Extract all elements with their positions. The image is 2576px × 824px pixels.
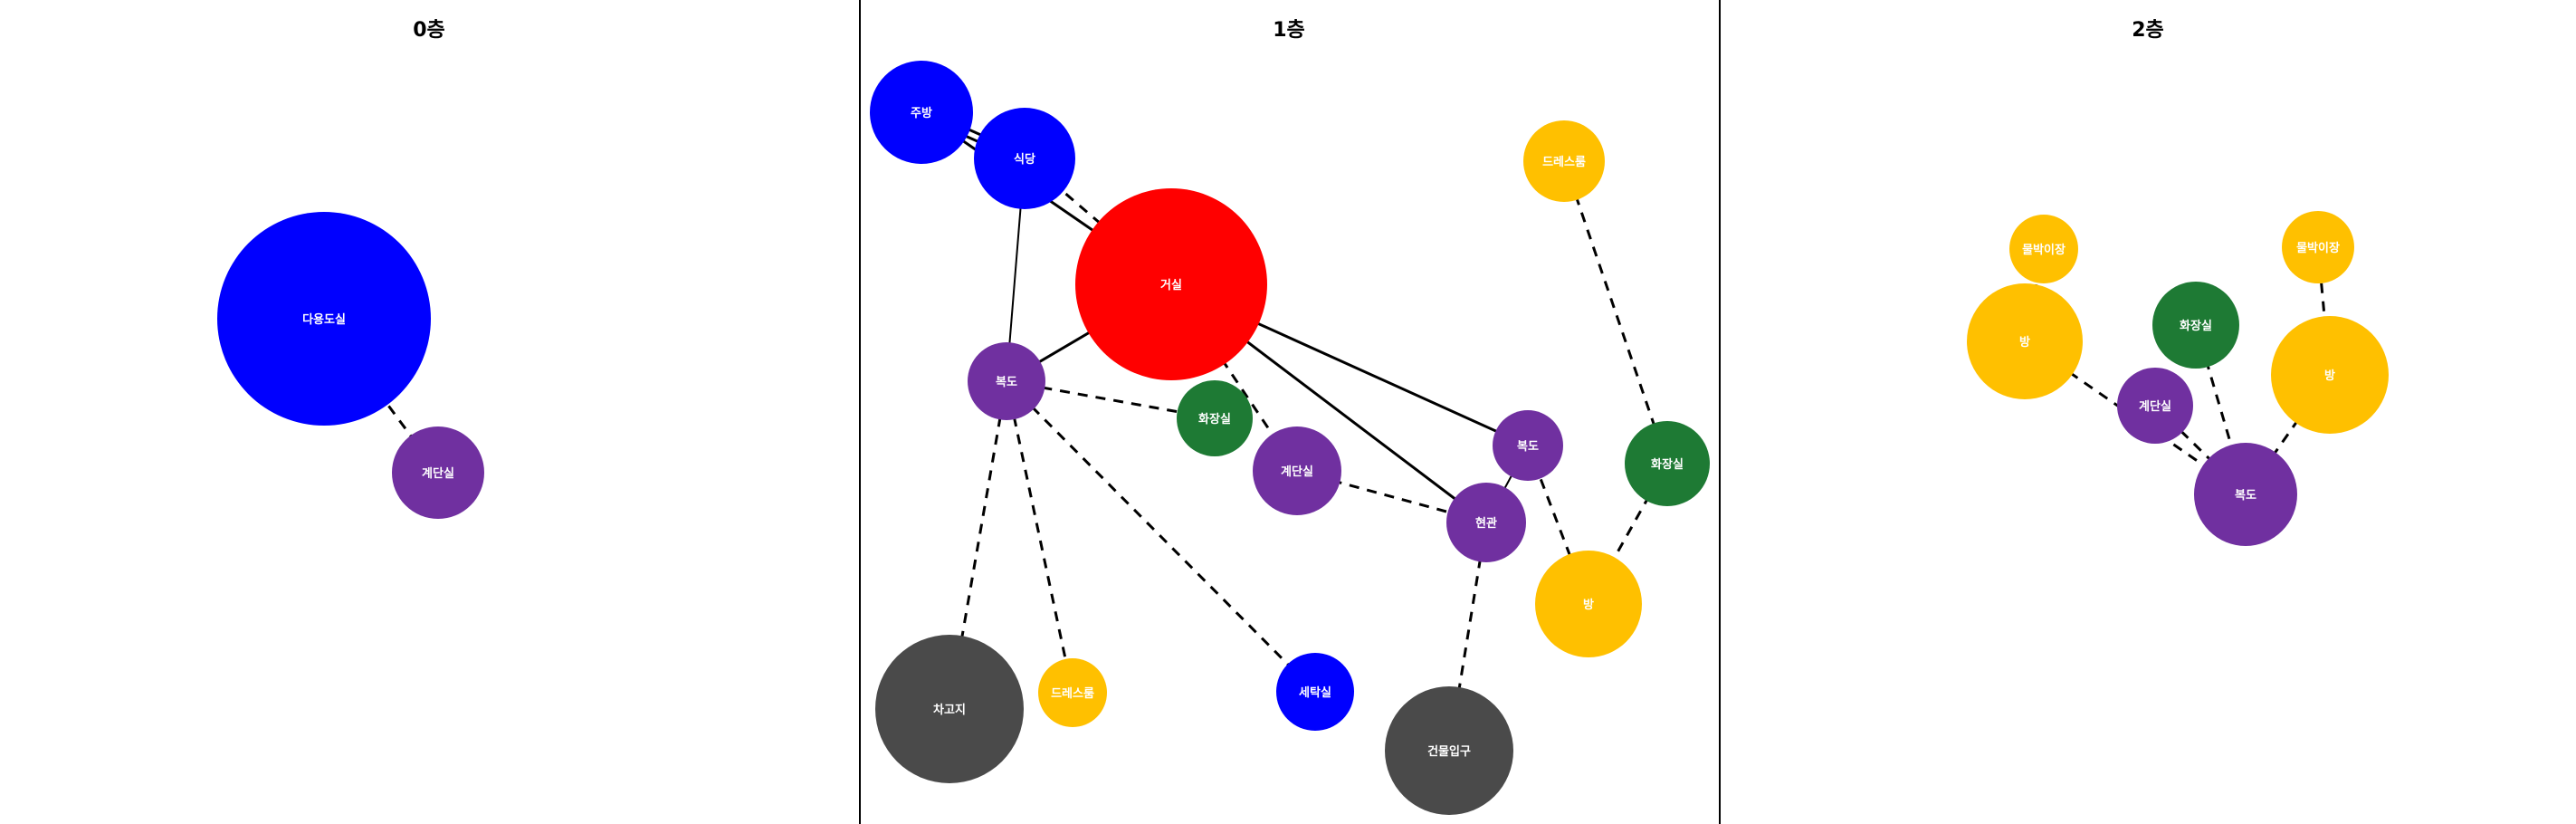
node-label-f2-toilet: 화장실 [2180,319,2212,333]
node-label-f0-stairs: 계단실 [422,466,454,481]
node-circle-f2-hall [2194,443,2297,546]
node-circle-f1-kitchen [870,61,973,164]
node-f2-hall: 복도 [2194,443,2297,546]
edges-layer [322,107,2332,752]
node-circle-f1-dining [974,108,1075,209]
node-circle-f1-dressroom-bottom [1038,658,1107,727]
nodes-layer: 다용도실계단실주방식당거실복도화장실계단실드레스룸복도화장실현관방차고지드레스룸… [217,61,2389,815]
node-f1-hall-left: 복도 [968,342,1045,420]
node-label-f2-room-left: 방 [2019,335,2030,350]
node-f1-hall-right: 복도 [1493,410,1563,481]
node-circle-f1-living [1075,188,1267,380]
node-f1-dressroom-top: 드레스룸 [1523,120,1605,202]
node-label-f2-stairs: 계단실 [2139,399,2171,414]
node-label-f1-laundry: 세탁실 [1299,685,1331,700]
node-label-f1-dining: 식당 [1014,152,1035,167]
node-label-f0-multi: 다용도실 [302,312,346,327]
node-label-f1-dressroom-top: 드레스룸 [1542,155,1586,169]
node-circle-f2-stairs [2117,368,2193,444]
node-f1-dressroom-bottom: 드레스룸 [1038,658,1107,727]
node-f2-stairs: 계단실 [2117,368,2193,444]
node-label-f2-attic-right: 물박이장 [2296,241,2340,255]
node-f1-dining: 식당 [974,108,1075,209]
node-f0-stairs: 계단실 [392,426,484,519]
node-f1-garage: 차고지 [875,635,1024,783]
node-f1-stairs: 계단실 [1253,426,1341,515]
node-label-f1-toilet-right: 화장실 [1651,457,1684,472]
node-f1-toilet-right: 화장실 [1625,421,1710,506]
node-f1-building-entry: 건물입구 [1385,686,1513,815]
node-f1-kitchen: 주방 [870,61,973,164]
panel-title-floor-2: 2층 [2132,19,2164,42]
node-circle-f2-attic-right [2282,211,2354,283]
node-label-f1-kitchen: 주방 [911,106,932,120]
node-label-f2-hall: 복도 [2235,489,2256,503]
node-circle-f1-dressroom-top [1523,120,1605,202]
node-f1-room: 방 [1535,551,1642,657]
node-circle-f0-stairs [392,426,484,519]
node-circle-f2-room-right [2271,316,2389,434]
panel-title-floor-1: 1층 [1273,19,1305,42]
node-f1-living: 거실 [1075,188,1267,380]
node-f2-room-left: 방 [1967,283,2083,399]
node-circle-f2-attic-left [2009,215,2078,283]
edge-f1-dining-to-f1-living [1024,157,1172,286]
node-f1-laundry: 세탁실 [1276,653,1354,731]
node-label-f1-dressroom-bottom: 드레스룸 [1051,686,1094,701]
node-circle-f1-entrance [1446,483,1526,562]
node-f1-toilet-center: 화장실 [1177,380,1253,456]
node-circle-f2-room-left [1967,283,2083,399]
node-circle-f1-toilet-center [1177,380,1253,456]
node-f2-attic-right: 물박이장 [2282,211,2354,283]
node-circle-f1-building-entry [1385,686,1513,815]
edge-f1-dressroom-top-to-f1-toilet-right [1562,160,1669,465]
node-label-f1-hall-left: 복도 [996,376,1017,389]
node-label-f1-garage: 차고지 [933,703,966,717]
node-label-f1-room: 방 [1583,598,1594,612]
node-label-f1-hall-right: 복도 [1517,440,1539,454]
node-circle-f1-hall-right [1493,410,1563,481]
node-circle-f1-garage [875,635,1024,783]
node-label-f2-room-right: 방 [2324,369,2335,383]
node-label-f1-stairs: 계단실 [1281,465,1313,479]
node-circle-f1-laundry [1276,653,1354,731]
node-circle-f2-toilet [2152,282,2239,369]
edge-f1-hall-left-to-f1-laundry [1005,379,1317,694]
node-label-f2-attic-left: 물박이장 [2022,243,2066,257]
node-label-f1-living: 거실 [1160,278,1182,292]
node-circle-f1-hall-left [968,342,1045,420]
panel-title-floor-0: 0층 [413,19,445,42]
node-circle-f1-toilet-right [1625,421,1710,506]
node-label-f1-building-entry: 건물입구 [1427,744,1471,759]
node-f2-attic-left: 물박이장 [2009,215,2078,283]
node-f2-toilet: 화장실 [2152,282,2239,369]
node-circle-f1-stairs [1253,426,1341,515]
node-circle-f0-multi [217,212,431,426]
node-f2-room-right: 방 [2271,316,2389,434]
edge-f1-hall-left-to-f1-dressroom-bottom [1005,380,1074,694]
node-f1-entrance: 현관 [1446,483,1526,562]
node-label-f1-entrance: 현관 [1475,516,1497,531]
node-circle-f1-room [1535,551,1642,657]
node-f0-multi: 다용도실 [217,212,431,426]
node-label-f1-toilet-center: 화장실 [1198,412,1231,426]
